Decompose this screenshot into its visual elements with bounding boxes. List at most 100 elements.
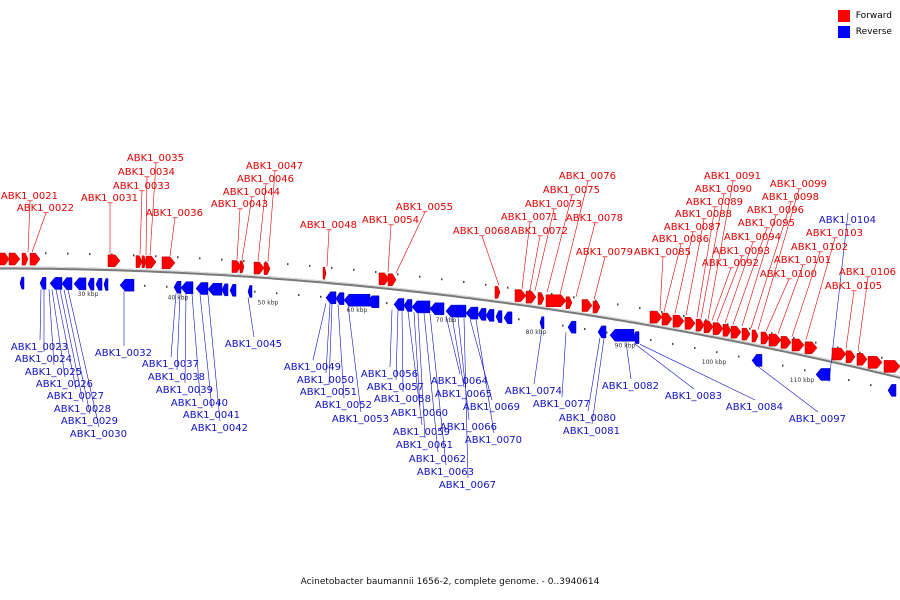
forward-gene-arrow [107, 254, 121, 268]
gene-label: ABK1_0043 [211, 199, 268, 210]
label-leader [757, 188, 800, 330]
axis-tick [331, 266, 333, 269]
axis-tick [144, 284, 146, 287]
axis-tick [507, 286, 509, 289]
axis-tick [804, 369, 806, 372]
gene-label: ABK1_0022 [17, 203, 74, 214]
label-leader [587, 337, 601, 412]
label-leader [176, 293, 181, 371]
label-leader [765, 278, 790, 332]
forward-gene-arrow [494, 286, 501, 299]
label-leader [700, 193, 725, 319]
axis-tick [529, 289, 531, 292]
label-leader [139, 190, 143, 255]
label-leader [533, 328, 543, 385]
axis-tick [870, 384, 872, 387]
axis-tick [221, 258, 223, 261]
gene-label: ABK1_0032 [95, 348, 152, 359]
gene-label: ABK1_0083 [665, 391, 722, 402]
gene-label: ABK1_0062 [409, 454, 466, 465]
gene-label: ABK1_0048 [300, 220, 357, 231]
reverse-gene-arrow [751, 354, 763, 367]
reverse-gene-arrow [503, 311, 513, 325]
gene-label: ABK1_0027 [47, 391, 104, 402]
forward-gene-arrow [565, 296, 573, 309]
gene-label: ABK1_0081 [563, 426, 620, 437]
forward-gene-arrow [684, 317, 696, 330]
gene-label: ABK1_0095 [738, 218, 795, 229]
forward-gene-arrow [231, 260, 242, 273]
label-leader [696, 206, 716, 318]
scale-label: 50 kbp [258, 300, 279, 307]
label-leader [777, 264, 804, 334]
axis-tick [727, 323, 729, 326]
reverse-gene-arrow [61, 277, 73, 290]
axis-tick [441, 278, 443, 281]
reverse-gene-arrow [95, 278, 103, 291]
forward-gene-arrow [21, 252, 29, 266]
gene-label: ABK1_0085 [634, 247, 691, 258]
label-leader [337, 304, 345, 399]
reverse-gene-arrow [609, 328, 635, 342]
forward-gene-arrow [780, 336, 792, 349]
reverse-gene-arrow [343, 293, 371, 307]
reverse-gene-arrow [393, 298, 405, 311]
axis-tick [353, 268, 355, 271]
axis-tick [617, 303, 619, 306]
reverse-gene-arrow [221, 283, 229, 297]
axis-tick [749, 327, 751, 330]
gene-label: ABK1_0099 [770, 179, 827, 190]
label-leader [149, 162, 157, 256]
gene-label: ABK1_0093 [713, 246, 770, 257]
label-leader [247, 297, 255, 338]
reverse-gene-arrow [539, 316, 545, 329]
axis-tick [463, 280, 465, 283]
axis-tick [672, 342, 674, 345]
gene-label: ABK1_0037 [142, 359, 199, 370]
forward-gene-arrow [263, 262, 271, 275]
gene-label: ABK1_0089 [686, 197, 743, 208]
label-leader [561, 332, 567, 398]
reverse-gene-arrow [411, 300, 431, 314]
forward-gene-arrow [791, 338, 805, 352]
forward-gene-arrow [856, 353, 868, 366]
label-leader [31, 212, 47, 253]
axis-tick [848, 379, 850, 382]
reverse-gene-arrow [73, 277, 87, 291]
forward-gene-arrow [703, 320, 714, 334]
gene-label: ABK1_0097 [789, 414, 846, 425]
gene-label: ABK1_0078 [566, 213, 623, 224]
gene-label: ABK1_0105 [825, 281, 882, 292]
axis-tick [639, 307, 641, 310]
scale-label: 40 kbp [168, 294, 189, 301]
axis-tick [155, 255, 157, 258]
label-leader [805, 237, 836, 340]
label-leader [857, 276, 869, 352]
forward-gene-arrow [592, 300, 601, 314]
axis-tick [793, 336, 795, 339]
forward-gene-arrow [239, 260, 245, 274]
label-leader [559, 180, 589, 295]
label-leader [457, 317, 470, 421]
gene-label: ABK1_0091 [704, 171, 761, 182]
reverse-gene-arrow [119, 278, 135, 292]
axis-tick [287, 263, 289, 266]
gene-label: ABK1_0104 [819, 215, 876, 226]
forward-gene-arrow [322, 266, 327, 280]
label-leader [389, 309, 393, 368]
forward-gene-arrow [161, 256, 176, 270]
gene-label: ABK1_0026 [36, 379, 93, 390]
label-leader [724, 241, 754, 324]
gene-label: ABK1_0061 [396, 440, 453, 451]
genome-axis-highlight [0, 266, 900, 377]
gene-label: ABK1_0045 [225, 339, 282, 350]
reverse-gene-arrow [207, 282, 223, 296]
legend-forward: Forward [837, 8, 892, 24]
axis-tick [562, 324, 564, 327]
label-leader [241, 196, 253, 260]
label-leader [199, 294, 213, 409]
gene-label: ABK1_0029 [61, 416, 118, 427]
gene-label: ABK1_0077 [533, 399, 590, 410]
axis-tick [298, 293, 300, 296]
label-leader [575, 222, 596, 297]
